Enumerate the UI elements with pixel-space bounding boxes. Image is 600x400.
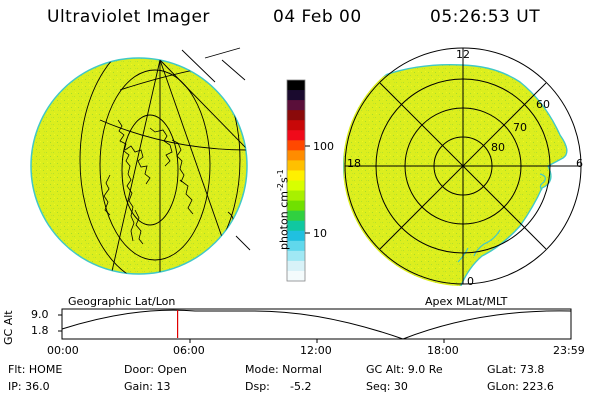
colorbar-swatch — [287, 120, 305, 131]
timeline-xtick-1200: 12:00 — [300, 344, 332, 357]
status-flight: Flt: HOME — [8, 363, 63, 376]
status-glat: GLat: 73.8 — [487, 363, 545, 376]
colorbar-swatch — [287, 160, 305, 172]
timeline-xtick-1800: 18:00 — [427, 344, 459, 357]
timeline-axis-label: GC Alt — [2, 310, 15, 345]
time-label: 05:26:53 UT — [430, 7, 541, 27]
colorbar-swatch — [287, 130, 305, 141]
status-ip: IP: 36.0 — [8, 380, 50, 393]
geographic-caption: Geographic Lat/Lon — [68, 295, 176, 308]
colorbar-swatch — [287, 210, 305, 222]
colorbar-swatch — [287, 150, 305, 161]
polar-plot — [343, 47, 582, 286]
colorbar-swatch — [287, 170, 305, 182]
colorbar-swatch — [287, 200, 305, 212]
timeline-xtick-2359: 23:59 — [553, 344, 585, 357]
instrument-title: Ultraviolet Imager — [47, 7, 210, 27]
lat-label-70: 70 — [513, 121, 527, 134]
magnetic-caption: Apex MLat/MLT — [425, 295, 508, 308]
colorbar-swatch — [287, 140, 305, 151]
earth-disk — [30, 57, 248, 275]
grid-outside — [181, 47, 251, 251]
colorbar-swatch — [287, 190, 305, 202]
lat-label-80: 80 — [491, 141, 505, 154]
orbit-altitude-trace — [61, 309, 572, 340]
timeline-xtick-0600: 06:00 — [173, 344, 205, 357]
mlt-label-12: 12 — [456, 48, 470, 61]
colorbar-swatch — [287, 260, 305, 272]
colorbar-label-100: 100 — [313, 140, 334, 153]
colorbar-unit-label: photon cm-2s-1 — [276, 169, 291, 250]
status-seq: Seq: 30 — [366, 380, 408, 393]
status-gc-alt: GC Alt: 9.0 Re — [366, 363, 443, 376]
status-door: Door: Open — [124, 363, 187, 376]
colorbar-swatch — [287, 220, 305, 232]
mlt-label-6: 6 — [576, 157, 583, 170]
timeline-ymin-label: 1.8 — [31, 324, 49, 337]
colorbar-swatch — [287, 270, 305, 282]
status-dsp-label: Dsp: — [245, 380, 270, 393]
polar-grid — [344, 47, 582, 285]
timeline-ymax-label: 9.0 — [31, 308, 49, 321]
colorbar-swatch — [287, 80, 305, 91]
colorbar-swatch — [287, 180, 305, 192]
colorbar-frame — [286, 79, 306, 282]
timeline-xtick-0000: 00:00 — [47, 344, 79, 357]
timeline-frame — [61, 308, 572, 340]
timeline-plot — [58, 308, 572, 343]
status-glon: GLon: 223.6 — [487, 380, 554, 393]
lat-lon-grid — [79, 58, 247, 274]
colorbar-swatch — [287, 230, 305, 242]
colorbar-swatch — [287, 100, 305, 111]
colorbar-swatch — [287, 250, 305, 262]
geographic-map — [30, 47, 251, 275]
lat-label-60: 60 — [536, 98, 550, 111]
status-gain: Gain: 13 — [124, 380, 171, 393]
colorbar-swatch — [287, 240, 305, 252]
mlt-label-0: 0 — [467, 275, 474, 288]
date-label: 04 Feb 00 — [273, 7, 362, 27]
colorbar-label-10: 10 — [313, 227, 327, 240]
colorbar-swatch — [287, 110, 305, 121]
colorbar-swatch — [287, 90, 305, 101]
auroral-emission-region — [343, 64, 568, 286]
status-mode: Mode: Normal — [245, 363, 322, 376]
mlt-label-18: 18 — [347, 157, 361, 170]
colorbar — [286, 79, 310, 282]
status-dsp-value: -5.2 — [290, 380, 312, 393]
